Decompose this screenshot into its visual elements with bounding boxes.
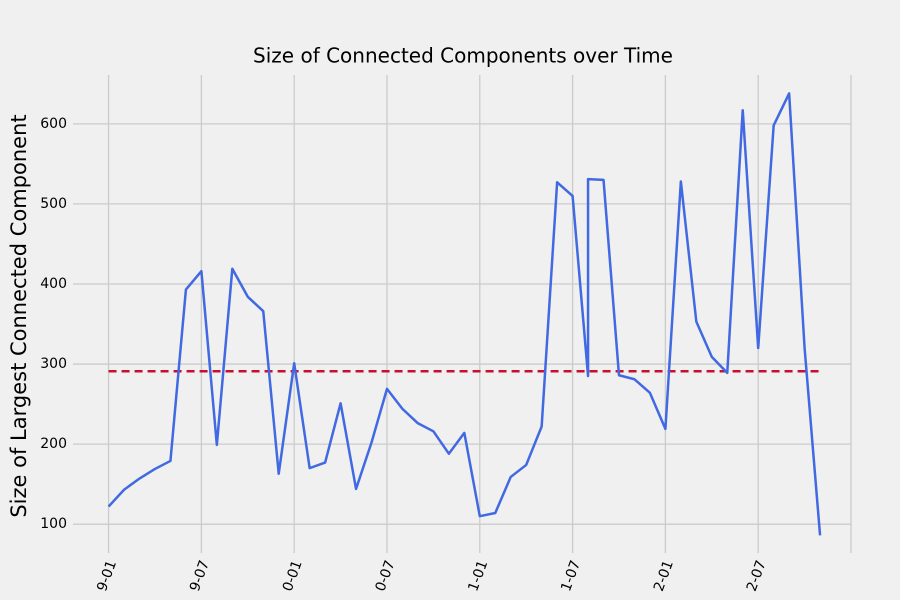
x-tick-label: 2-07 [744,558,770,593]
x-tick-label: 2-01 [651,558,677,593]
x-tick-label: 0-07 [373,558,399,593]
y-tick-label: 600 [40,116,67,132]
y-tick-label: 100 [40,516,67,532]
chart-title: Size of Connected Components over Time [253,44,673,68]
y-tick-label: 400 [40,276,67,292]
data-line [107,92,822,536]
x-tick-label: 1-01 [465,558,491,593]
x-tick-label: 9-07 [187,558,213,593]
x-tick-label: 1-07 [558,558,584,593]
y-axis-label: Size of Largest Connected Component [7,114,31,517]
x-tick-label: 9-01 [94,558,120,593]
y-tick-label: 300 [40,356,67,372]
y-tick-label: 500 [40,196,67,212]
y-tick-label: 200 [40,436,67,452]
x-tick-label: 0-01 [280,558,306,593]
